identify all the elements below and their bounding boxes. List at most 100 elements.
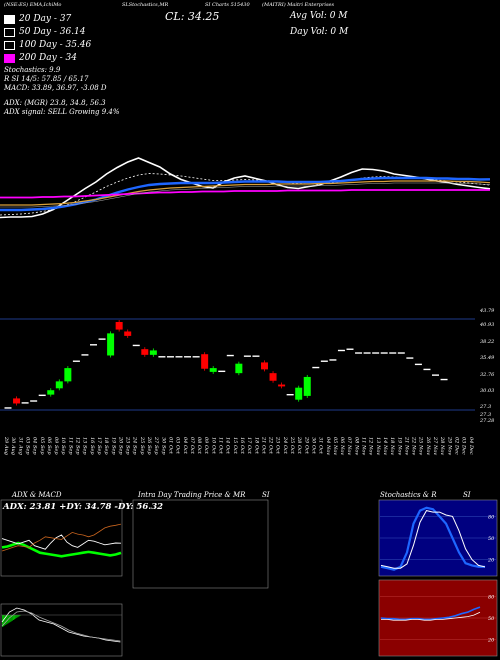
candle-body <box>269 373 277 381</box>
macd-histogram-bar <box>19 615 21 616</box>
candles-group <box>4 320 448 409</box>
-dy-line <box>1 523 122 552</box>
candle-doji <box>286 394 294 396</box>
date-x-tick: 01 Oct <box>167 437 173 455</box>
ema50-swatch <box>4 27 15 37</box>
ema50-line <box>0 176 491 212</box>
date-x-tick: 23 Sep <box>125 436 131 455</box>
date-x-tick: 13 Nov <box>375 437 381 455</box>
avg-vol-label: Avg Vol: 0 M <box>290 11 348 21</box>
date-x-tick: 19 Nov <box>396 437 402 455</box>
ema200-swatch <box>4 53 15 63</box>
candle-doji <box>380 352 388 354</box>
date-x-tick: 11 Oct <box>218 437 224 455</box>
candle-doji <box>166 356 174 358</box>
macd-histogram-bar <box>6 615 8 625</box>
date-x-tick: 17 Oct <box>246 437 252 455</box>
candle-doji <box>320 360 328 362</box>
ema100-swatch <box>4 40 15 50</box>
price-y-tick: 27.28 <box>479 418 494 424</box>
ema-lines-group <box>0 157 491 219</box>
date-x-tick: 27 Nov <box>432 436 438 455</box>
date-x-tick: 18 Sep <box>103 437 109 455</box>
date-x-tick: 31 Aug <box>17 437 23 455</box>
si-y-tick: 20 <box>487 638 495 644</box>
date-x-tick: 08 Nov <box>353 437 359 455</box>
date-x-tick: 28 Oct <box>296 436 302 455</box>
candle-doji <box>175 356 183 358</box>
candle-body <box>201 354 209 369</box>
candle-doji <box>243 355 251 357</box>
macd-histogram-bar <box>14 615 15 620</box>
date-x-tick: 30 Sep <box>160 437 166 455</box>
date-x-tick: 10 Sep <box>60 437 66 455</box>
date-x-tick: 03 Sep <box>24 437 30 455</box>
date-x-tick: 11 Sep <box>67 437 73 455</box>
price-grid-group <box>0 318 475 411</box>
candle-doji <box>440 378 448 381</box>
candle-doji <box>397 352 405 354</box>
price-y-tick: 32.76 <box>480 372 495 378</box>
date-x-ticks-group: 29 Aug 30 Aug 31 Aug 03 Sep 04 Sep 05 Sep 06 S… <box>3 436 474 455</box>
date-x-tick: 03 Dec <box>461 437 467 455</box>
date-x-tick: 29 Oct <box>303 436 309 455</box>
adx-line <box>1 541 122 558</box>
macd-histogram-bar <box>9 615 11 623</box>
date-x-tick: 28 Nov <box>439 436 445 455</box>
date-x-tick: 06 Nov <box>339 437 345 455</box>
date-x-tick: 24 Oct <box>282 436 288 455</box>
si-line: R SI 14/5: 57.85 / 65.17 <box>4 75 89 83</box>
macd-histogram-bar <box>15 615 17 619</box>
date-x-tick: 29 Nov <box>446 436 452 455</box>
stochastics-lines-group: 80 50 20 <box>380 506 496 571</box>
date-x-tick: 22 Nov <box>411 436 417 455</box>
date-x-tick: 21 Nov <box>403 436 409 455</box>
date-x-tick: 31 Oct <box>318 437 324 455</box>
candle-body <box>278 384 286 387</box>
macd-group <box>1 607 122 643</box>
candle-body <box>13 398 21 404</box>
stochastics-title: Stochastics & R <box>380 491 437 499</box>
adx-line: ADX: (MGR) 23.8, 34.8, 56.3 <box>4 99 106 107</box>
stoch-y-tick: 50 <box>488 536 495 542</box>
date-x-tick: 30 Oct <box>310 437 316 455</box>
date-x-tick: 26 Sep <box>146 436 152 455</box>
intraday-si-title: SI <box>262 491 270 499</box>
date-x-tick: 19 Sep <box>110 437 116 455</box>
macd-signal-line <box>1 610 121 642</box>
date-x-tick: 07 Nov <box>346 437 352 455</box>
date-x-tick: 27 Sep <box>153 436 159 455</box>
date-x-tick: 09 Oct <box>203 437 209 455</box>
candle-doji <box>363 352 371 354</box>
date-x-tick: 16 Sep <box>89 437 95 455</box>
price-y-tick: 38.22 <box>480 339 494 345</box>
adx-lines-group <box>1 523 122 558</box>
ticker-line: (NSE:ES) EMA,IchiMo <box>4 2 62 8</box>
candle-doji <box>38 394 46 397</box>
candle-doji <box>21 402 29 404</box>
candle-body <box>115 322 123 330</box>
stochastics-line: Stochastics: 9.9 <box>4 66 61 74</box>
candle-body <box>55 381 63 389</box>
close-line <box>0 157 491 219</box>
macd-line: MACD: 33.89, 36.97, -3.08 D <box>4 84 107 92</box>
date-x-tick: 15 Oct <box>232 437 238 455</box>
ema20-label: 20 Day - 37 <box>19 14 72 24</box>
date-x-tick: 09 Sep <box>53 437 59 455</box>
price-y-ticks-group: 43.7940.9338.2235.4932.7630.0327.327.327… <box>479 308 495 424</box>
si-line <box>380 606 481 621</box>
macd-histogram-bar <box>11 615 13 621</box>
date-x-tick: 10 Oct <box>210 437 216 455</box>
date-x-tick: 18 Oct <box>253 437 259 455</box>
candle-body <box>141 349 149 355</box>
ema100-label: 100 Day - 35.46 <box>19 40 92 50</box>
date-x-tick: 14 Oct <box>225 437 231 455</box>
candle-doji <box>414 363 422 366</box>
candle-doji <box>252 355 260 357</box>
candle-doji <box>218 370 226 373</box>
date-x-tick: 22 Oct <box>268 436 274 455</box>
date-x-tick: 20 Sep <box>117 436 123 455</box>
candle-body <box>64 368 72 382</box>
candle-doji <box>337 349 345 352</box>
date-x-tick: 29 Aug <box>3 436 9 455</box>
